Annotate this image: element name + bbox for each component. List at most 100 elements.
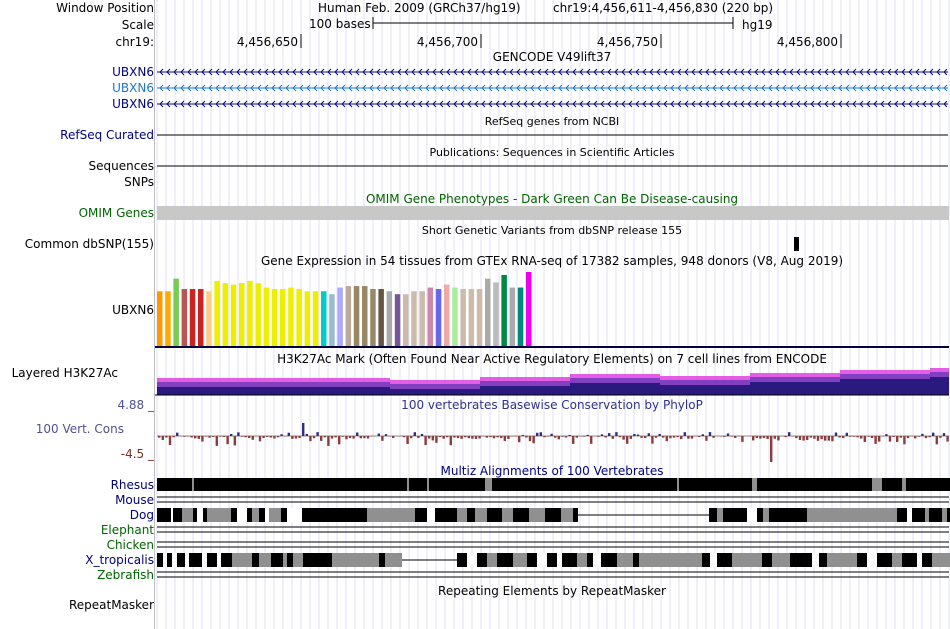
- label-common-dbsnp[interactable]: Common dbSNP(155): [24, 237, 154, 251]
- cons-value-bar: [222, 436, 226, 437]
- alignment-block: [457, 553, 467, 567]
- label-sequences[interactable]: Sequences: [88, 159, 154, 173]
- strand-arrow: [264, 68, 269, 76]
- label-repeatmasker[interactable]: RepeatMasker: [68, 598, 154, 612]
- strand-arrow: [481, 84, 486, 92]
- cons-value-bar: [856, 436, 859, 438]
- strand-arrow: [348, 100, 353, 108]
- strand-arrow: [341, 68, 346, 76]
- title-omim: OMIM Gene Phenotypes - Dark Green Can Be…: [365, 192, 739, 206]
- cons-value-bar: [212, 436, 215, 437]
- gtex-bar: [280, 289, 286, 346]
- strand-arrow: [656, 68, 661, 76]
- alignment-block: [259, 508, 265, 522]
- label-multiz-zebrafish[interactable]: Zebrafish: [97, 568, 154, 582]
- strand-arrow: [194, 84, 199, 92]
- strand-arrow: [383, 68, 388, 76]
- alignment-block: [633, 553, 639, 567]
- strand-arrow: [824, 84, 829, 92]
- strand-arrow: [180, 68, 185, 76]
- strand-arrow: [313, 84, 318, 92]
- strand-arrow: [278, 68, 283, 76]
- cons-value-bar: [870, 436, 874, 439]
- cons-value-bar: [575, 436, 578, 438]
- alignment-block: [202, 553, 207, 567]
- gtex-bar: [296, 289, 302, 346]
- strand-arrow: [320, 68, 325, 76]
- cons-value-bar: [503, 436, 506, 441]
- alignment-block: [702, 553, 710, 567]
- strand-arrow: [817, 84, 822, 92]
- cons-value-bar: [446, 436, 449, 438]
- label-scale: Scale: [121, 18, 154, 32]
- label-gtex-ubxn6[interactable]: UBXN6: [112, 303, 154, 317]
- strand-arrow: [208, 100, 213, 108]
- cons-value-bar: [838, 436, 841, 438]
- multiz-alignments[interactable]: [157, 478, 950, 578]
- strand-arrow: [810, 100, 815, 108]
- strand-arrow: [411, 100, 416, 108]
- gencode-transcripts[interactable]: [157, 68, 948, 108]
- cons-value-bar: [572, 436, 575, 444]
- strand-arrow: [579, 100, 584, 108]
- label-multiz-elephant[interactable]: Elephant: [100, 523, 154, 537]
- h3k27ac-layers[interactable]: [155, 368, 949, 396]
- label-omim-genes[interactable]: OMIM Genes: [78, 206, 154, 220]
- cons-value-bar: [665, 436, 668, 442]
- cons-value-bar: [802, 436, 805, 441]
- dbsnp-variant[interactable]: [794, 237, 799, 251]
- cons-value-bar: [939, 436, 942, 438]
- strand-arrow: [530, 100, 535, 108]
- strand-arrow: [362, 100, 367, 108]
- strand-arrow: [376, 84, 381, 92]
- gtex-bar: [403, 294, 409, 346]
- label-snps[interactable]: SNPs: [124, 175, 154, 189]
- strand-arrow: [257, 100, 262, 108]
- cons-value-bar: [219, 436, 222, 437]
- label-multiz-chicken[interactable]: Chicken: [106, 538, 154, 552]
- alignment-block: [769, 508, 807, 522]
- omim-gene-bar[interactable]: [157, 206, 949, 220]
- cons-value-bar: [528, 436, 532, 442]
- gtex-bar-group[interactable]: [157, 272, 532, 346]
- alignment-block: [427, 478, 429, 491]
- strand-arrow: [908, 68, 913, 76]
- label-layered-h3k27ac[interactable]: Layered H3K27Ac: [11, 366, 118, 380]
- label-multiz-rhesus[interactable]: Rhesus: [110, 478, 154, 492]
- gtex-bar: [517, 287, 524, 346]
- gtex-bar: [468, 289, 475, 346]
- label-multiz-xtropicalis[interactable]: X_tropicalis: [85, 553, 154, 567]
- cons-value-bar: [892, 436, 895, 437]
- cons-value-bar: [359, 436, 362, 439]
- label-multiz-mouse[interactable]: Mouse: [115, 493, 154, 507]
- cons-value-bar: [410, 436, 413, 439]
- scale-db: hg19: [742, 18, 773, 32]
- title-publications: Publications: Sequences in Scientific Ar…: [429, 146, 675, 159]
- label-100-vert-cons[interactable]: 100 Vert. Cons: [35, 422, 124, 436]
- alignment-block: [929, 508, 942, 522]
- label-refseq-curated[interactable]: RefSeq Curated: [60, 128, 154, 142]
- strand-arrow: [761, 100, 766, 108]
- cons-value-bar: [766, 436, 769, 439]
- label-gencode-ubxn6-2[interactable]: UBXN6: [112, 81, 154, 95]
- strand-arrow: [796, 100, 801, 108]
- label-gencode-ubxn6-3[interactable]: UBXN6: [112, 97, 154, 111]
- cons-value-bar: [165, 436, 168, 438]
- strand-arrow: [285, 68, 290, 76]
- alignment-block: [947, 508, 950, 522]
- alignment-block: [409, 478, 427, 491]
- strand-arrow: [467, 84, 472, 92]
- strand-arrow: [166, 68, 171, 76]
- conservation-wiggle[interactable]: [157, 423, 949, 462]
- strand-arrow: [600, 100, 605, 108]
- label-gencode-ubxn6-1[interactable]: UBXN6: [112, 65, 154, 79]
- strand-arrow: [698, 100, 703, 108]
- cons-value-bar: [381, 436, 384, 441]
- strand-arrow: [439, 84, 444, 92]
- cons-value-bar: [946, 436, 949, 442]
- label-multiz-dog[interactable]: Dog: [129, 508, 154, 522]
- alignment-block: [772, 553, 790, 567]
- strand-arrow: [663, 68, 668, 76]
